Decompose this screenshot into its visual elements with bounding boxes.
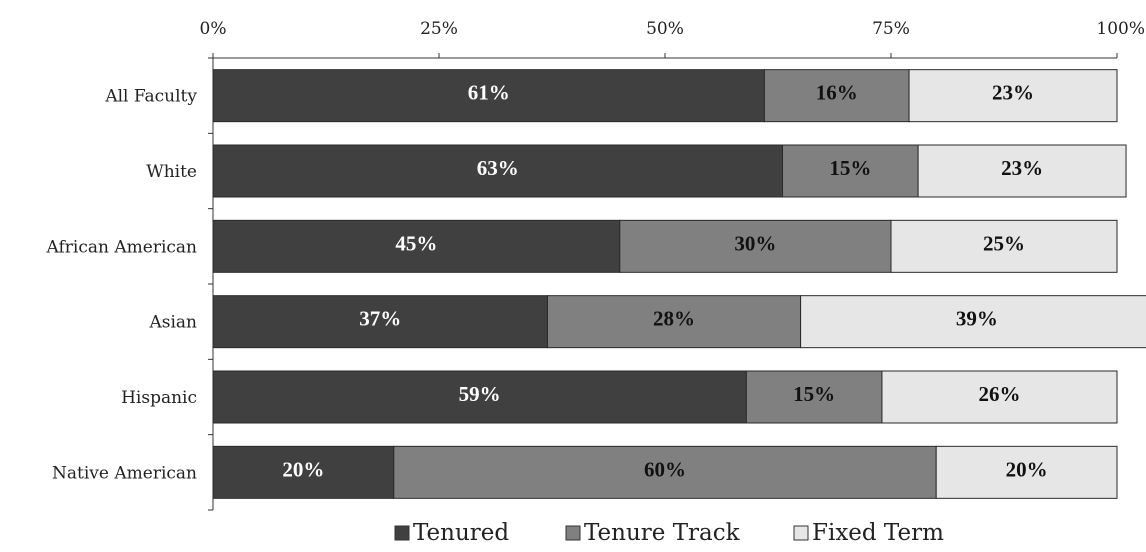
bar-segment — [212, 144, 784, 198]
bar-segment — [917, 144, 1127, 198]
data-label: 60% — [644, 457, 686, 481]
bar-segment — [908, 69, 1118, 123]
legend-swatch — [394, 525, 410, 541]
category-label: Native American — [52, 463, 197, 483]
bar-segment — [546, 295, 802, 349]
legend-label: Fixed Term — [812, 520, 944, 546]
bar-segment — [881, 370, 1118, 424]
x-tick-label: 75% — [872, 19, 910, 39]
category-label: White — [146, 162, 197, 182]
axis-layer: 0% 25% 50% 75% 100% All Faculty White African A… — [46, 19, 1145, 511]
data-label: 16% — [816, 81, 858, 105]
category-label: Asian — [148, 313, 197, 333]
x-tick-label: 0% — [200, 19, 227, 39]
data-label: 20% — [282, 457, 324, 481]
bar-segment — [212, 295, 548, 349]
x-tick-label: 100% — [1096, 19, 1145, 39]
bars-layer: 61% 16% 23% 63% 15% 23% 45% 30% 25% 37% 28% 39% 59% 1… — [212, 69, 1146, 499]
bar-segment — [763, 69, 910, 123]
data-label: 23% — [1001, 156, 1043, 180]
legend: Tenured Tenure Track Fixed Term — [394, 520, 944, 546]
data-label: 28% — [653, 307, 695, 331]
data-label: 23% — [992, 81, 1034, 105]
legend-swatch — [565, 525, 581, 541]
data-label: 39% — [956, 307, 998, 331]
bar-segment — [890, 219, 1118, 273]
bar-segment — [782, 144, 919, 198]
bar-segment — [212, 69, 765, 123]
category-label: All Faculty — [104, 87, 197, 107]
data-label: 25% — [983, 231, 1025, 255]
x-tick-label: 50% — [646, 19, 684, 39]
legend-label: Tenure Track — [584, 520, 741, 546]
data-label: 15% — [793, 382, 835, 406]
legend-swatch — [793, 525, 809, 541]
x-tick-label: 25% — [420, 19, 458, 39]
legend-label: Tenured — [413, 520, 509, 546]
category-label: African American — [46, 237, 198, 257]
data-label: 20% — [1006, 457, 1048, 481]
data-label: 59% — [459, 382, 501, 406]
category-label: Hispanic — [121, 388, 197, 408]
bar-segment — [393, 445, 937, 499]
data-label: 37% — [359, 307, 401, 331]
bar-segment — [619, 219, 892, 273]
bar-segment — [800, 295, 1146, 349]
data-label: 45% — [395, 231, 437, 255]
data-label: 30% — [734, 231, 776, 255]
data-label: 26% — [978, 382, 1020, 406]
data-label: 63% — [477, 156, 519, 180]
bar-segment — [935, 445, 1118, 499]
data-label: 15% — [829, 156, 871, 180]
data-label: 61% — [468, 81, 510, 105]
bar-segment — [212, 219, 621, 273]
